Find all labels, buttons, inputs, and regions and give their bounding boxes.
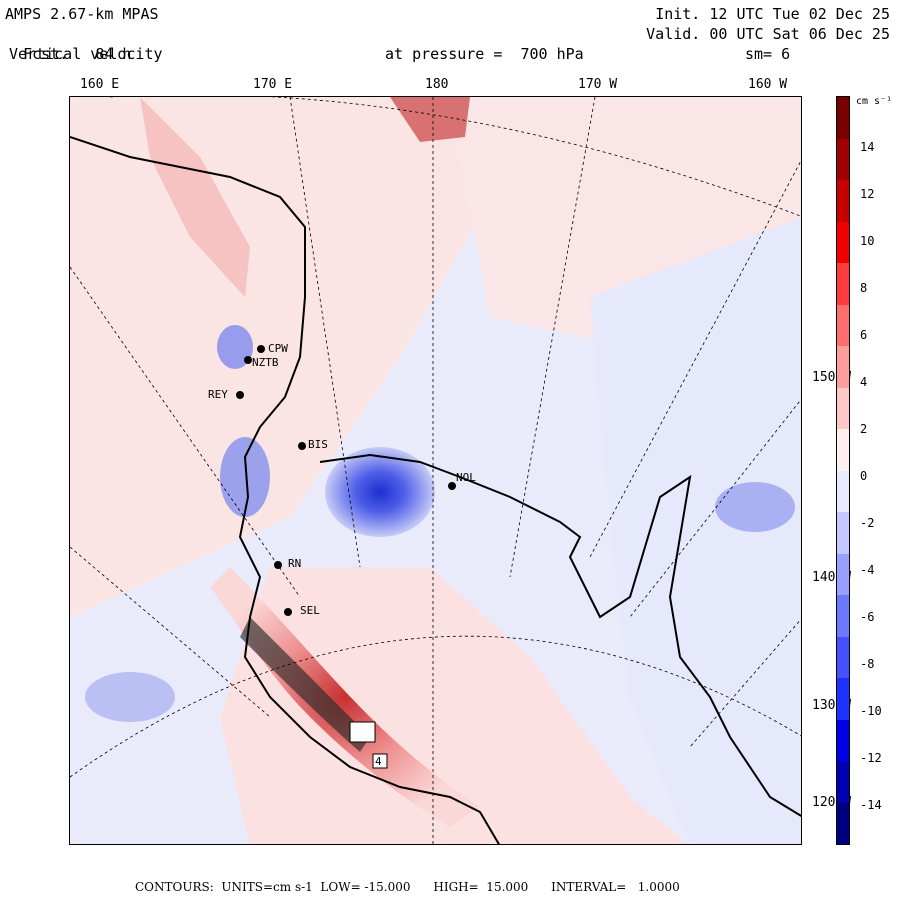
station-box: [349, 721, 376, 743]
valid-time: Valid. 00 UTC Sat 06 Dec 25: [646, 25, 890, 43]
colorbar-tick-label: -6: [860, 610, 875, 624]
colorbar-segment: [837, 138, 849, 180]
lon-label-160w: 160 W: [748, 77, 788, 92]
colorbar: [836, 96, 850, 845]
colorbar-tick-label: -10: [860, 704, 882, 718]
wave-contour-cluster: [240, 617, 370, 752]
colorbar-segment: [837, 263, 849, 305]
negative-field-east: [590, 217, 801, 844]
colorbar-tick-label: -2: [860, 516, 875, 530]
colorbar-tick-label: -12: [860, 751, 882, 765]
colorbar-tick-label: 2: [860, 422, 868, 436]
station-box-4: [372, 753, 388, 769]
colorbar-tick-label: 12: [860, 187, 875, 201]
colorbar-segment: [837, 97, 849, 139]
colorbar-tick-label: 8: [860, 281, 868, 295]
colorbar-tick-label: -4: [860, 563, 875, 577]
colorbar-tick-label: 14: [860, 140, 875, 154]
station-nztb: NZTB: [252, 356, 279, 369]
lon-label-170e: 170 E: [253, 77, 293, 92]
negative-patch-east: [715, 482, 795, 532]
colorbar-tick-label: 4: [860, 375, 868, 389]
lon-label-170w: 170 W: [578, 77, 618, 92]
colorbar-segment: [837, 802, 849, 844]
station-bis: BIS: [308, 438, 328, 451]
forecast-label: Fcst.: [23, 45, 69, 63]
forecast-hour: Fcst. 84 h: [5, 24, 131, 64]
graticule: [70, 97, 801, 844]
station-rn: RN: [288, 557, 302, 570]
colorbar-segment: [837, 470, 849, 512]
colorbar-units: cm s⁻¹: [856, 96, 893, 107]
colorbar-segment: [837, 678, 849, 720]
ice-shelf-edge: [319, 453, 801, 817]
forecast-value: 84 h: [95, 45, 132, 63]
lon-label-180: 180: [425, 77, 449, 92]
station-rey: REY: [208, 388, 228, 401]
smoothing: sm= 6: [745, 45, 791, 63]
colorbar-segment: [837, 180, 849, 222]
colorbar-tick-label: -8: [860, 657, 875, 671]
map-panel[interactable]: [69, 96, 802, 845]
colorbar-segment: [837, 387, 849, 429]
negative-patch-north: [217, 325, 253, 369]
station-markers: [236, 345, 456, 616]
init-time: Init. 12 UTC Tue 02 Dec 25: [655, 5, 890, 23]
colorbar-segment: [837, 636, 849, 678]
colorbar-tick-label: 10: [860, 234, 875, 248]
colorbar-segment: [837, 595, 849, 637]
colorbar-segment: [837, 304, 849, 346]
colorbar-segment: [837, 553, 849, 595]
wave-band: [210, 567, 480, 827]
subsidence-center: [325, 447, 435, 537]
positive-patch-northwest: [140, 97, 250, 297]
colorbar-segment: [837, 512, 849, 554]
variable-name: Vertical velocity: [9, 45, 163, 63]
station-nol: NOL: [456, 471, 476, 484]
model-name: AMPS 2.67-km MPAS: [5, 5, 159, 23]
contour-info: CONTOURS: UNITS=cm s-1 LOW= -15.000 HIGH…: [135, 880, 680, 894]
colorbar-segment: [837, 761, 849, 803]
lon-label-160e: 160 E: [80, 77, 120, 92]
colorbar-segment: [837, 346, 849, 388]
positive-field-south: [220, 567, 688, 844]
coastline-west: [70, 136, 500, 844]
colorbar-tick-label: 0: [860, 469, 868, 483]
map-svg: [70, 97, 801, 844]
station-sel: SEL: [300, 604, 320, 617]
pressure-level: at pressure = 700 hPa: [385, 45, 584, 63]
colorbar-segment: [837, 429, 849, 471]
negative-patch-coast: [220, 437, 270, 517]
colorbar-tick-label: 6: [860, 328, 868, 342]
colorbar-segment: [837, 719, 849, 761]
positive-field-west: [70, 97, 480, 617]
negative-patch-southwest: [85, 672, 175, 722]
colorbar-segment: [837, 221, 849, 263]
station-cpw: CPW: [268, 342, 288, 355]
station-4: 4: [375, 755, 382, 768]
positive-patch-north: [390, 97, 470, 142]
colorbar-tick-label: -14: [860, 798, 882, 812]
